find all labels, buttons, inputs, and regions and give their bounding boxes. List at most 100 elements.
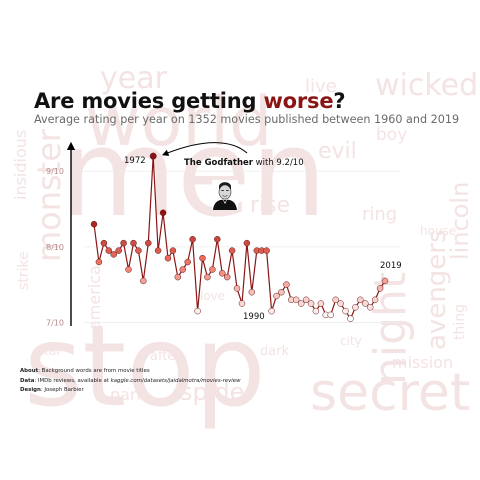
- bg-word: lincoln: [446, 182, 474, 260]
- chart-subtitle: Average rating per year on 1352 movies p…: [34, 113, 460, 126]
- bg-word: avengers: [422, 229, 452, 350]
- data-point-1988: [228, 247, 236, 254]
- y-tick-label: 7/10: [46, 318, 64, 327]
- data-point-1978: [179, 266, 187, 273]
- data-point-1967: [125, 266, 132, 273]
- footer-data: Data: IMDb reviews, available at kaggle.…: [20, 377, 241, 387]
- data-points: [90, 152, 389, 322]
- footer-data-label: Data: [20, 377, 35, 384]
- data-point-2016: [366, 304, 374, 311]
- bg-word: ring: [362, 204, 397, 225]
- data-point-2019: [381, 277, 389, 285]
- bg-word: stop: [24, 302, 266, 432]
- bg-word: secret: [310, 363, 470, 423]
- bg-word: live: [305, 76, 337, 97]
- data-point-2012: [347, 315, 354, 322]
- title-suffix: ?: [333, 89, 346, 113]
- data-point-1970: [140, 277, 147, 285]
- footer-design-text: : Joseph Barbier: [40, 387, 84, 393]
- bg-word: strike: [16, 251, 32, 290]
- bg-word: boy: [376, 125, 407, 145]
- godfather-rating: with 9.2/10: [253, 158, 304, 168]
- data-point-1990: [238, 300, 246, 307]
- data-point-1965: [115, 247, 122, 254]
- bg-word: love: [200, 289, 225, 303]
- footer-data-text: : IMDb reviews, available at: [34, 377, 111, 384]
- bg-word: america: [85, 265, 104, 330]
- data-point-1969: [135, 247, 142, 254]
- data-point-2018: [376, 285, 384, 292]
- bg-word: star: [38, 344, 61, 358]
- data-point-1992: [248, 288, 256, 296]
- data-point-1996: [268, 307, 275, 315]
- bg-word: house: [420, 224, 456, 238]
- data-point-1989: [233, 285, 241, 292]
- data-point-1960: [90, 220, 98, 228]
- data-point-2009: [332, 296, 339, 304]
- bg-word: monster: [30, 128, 68, 262]
- data-point-2011: [342, 307, 349, 315]
- title-accent: worse: [263, 89, 334, 113]
- data-point-2002: [297, 300, 305, 307]
- data-point-1982: [199, 254, 206, 262]
- data-point-2001: [292, 296, 300, 304]
- data-point-1971: [145, 239, 152, 247]
- data-point-2008: [327, 311, 334, 319]
- footer-about-text: : Background words are from movie titles: [38, 368, 150, 374]
- data-point-1972: [149, 152, 157, 160]
- annotation-godfather: The Godfather with 9.2/10: [184, 158, 304, 168]
- data-point-1985: [214, 236, 221, 243]
- data-point-1984: [209, 266, 216, 273]
- bg-word: insidious: [11, 130, 30, 200]
- data-point-1986: [218, 270, 226, 277]
- data-point-1976: [169, 247, 177, 254]
- godfather-arrow: [161, 142, 248, 156]
- chart-title: Are movies getting worse?: [34, 89, 346, 113]
- data-point-1987: [223, 273, 231, 281]
- data-point-2015: [362, 300, 369, 307]
- data-point-2006: [317, 300, 325, 307]
- footer-data-url[interactable]: kaggle.com/datasets/jaidalmotra/movies-r…: [110, 377, 241, 384]
- footer-design-label: Design: [20, 387, 41, 393]
- data-point-2017: [371, 296, 379, 304]
- data-point-1963: [105, 247, 113, 254]
- data-point-1975: [164, 254, 172, 262]
- y-tick-labels: 7/10 8/10 9/10: [46, 167, 64, 327]
- bg-word: thing: [452, 304, 468, 340]
- data-point-1974: [159, 209, 167, 217]
- godfather-name: The Godfather: [184, 158, 254, 168]
- footer-about-label: About: [20, 368, 39, 374]
- bg-word: park: [110, 385, 147, 404]
- data-point-2010: [337, 300, 344, 307]
- bg-word: year: [100, 61, 168, 96]
- data-point-1961: [95, 258, 103, 266]
- footer-about: About: Background words are from movie t…: [20, 367, 241, 377]
- data-point-1979: [184, 258, 191, 266]
- data-point-2014: [357, 296, 364, 304]
- data-point-2004: [307, 300, 315, 307]
- y-tick-label: 9/10: [46, 167, 64, 176]
- data-point-1997: [273, 292, 280, 300]
- gridlines: [84, 170, 400, 323]
- data-point-1973: [154, 247, 162, 254]
- data-point-1998: [278, 288, 285, 296]
- data-point-2005: [312, 307, 320, 315]
- bg-word: after: [150, 349, 181, 364]
- footer-credits: About: Background words are from movie t…: [20, 367, 241, 396]
- data-point-1968: [130, 239, 137, 247]
- data-point-1966: [120, 239, 127, 247]
- bg-word: city: [340, 334, 362, 348]
- data-point-1964: [110, 251, 117, 258]
- bg-word: spider: [180, 378, 254, 406]
- y-tick-label: 8/10: [46, 243, 64, 252]
- data-point-1991: [243, 239, 251, 247]
- data-point-1962: [100, 239, 108, 247]
- bg-word: wicked: [375, 68, 478, 103]
- bg-word: night: [365, 272, 416, 385]
- annotation-2019: 2019: [380, 261, 402, 271]
- data-point-1999: [283, 281, 290, 288]
- data-point-1977: [174, 273, 182, 281]
- annotation-1990: 1990: [243, 312, 265, 322]
- bg-word: mission: [392, 353, 453, 372]
